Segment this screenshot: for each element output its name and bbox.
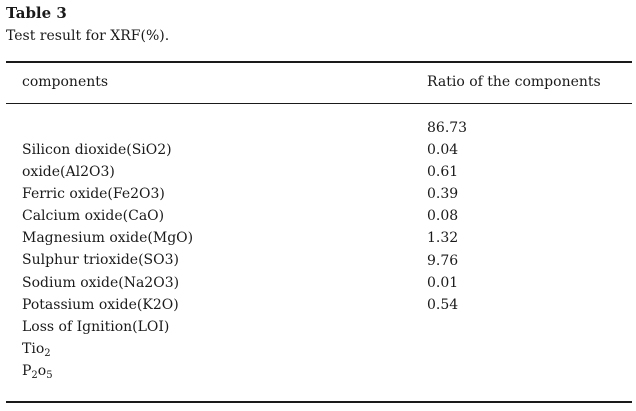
formula-base: P [22,362,32,379]
ratio-value: 0.54 [427,296,459,313]
formula-subscript: 2 [44,347,51,359]
component-name: Silicon dioxide(SiO2) [22,142,172,158]
table-top-rule [6,61,632,63]
component-name: Magnesium oxide(MgO) [22,230,194,247]
component-name-p2o5: P2o5 [22,360,193,382]
component-name: Loss of Ignition(LOI) [22,318,170,335]
component-name: Ferric oxide(Fe2O3) [22,186,165,203]
component-name: Sulphur trioxide(SO3) [22,252,179,269]
component-name-tio2: Tio2 [22,338,193,360]
formula-subscript: 2 [31,369,38,381]
component-name: Sodium oxide(Na2O3) [22,274,180,291]
ratio-value: 0.08 [427,208,459,225]
component-name: Potassium oxide(K2O) [22,296,179,313]
ratio-value: 0.04 [427,142,459,159]
formula-tail: o [37,362,47,379]
ratio-value: 1.32 [427,230,459,247]
component-name: Calcium oxide(CaO) [22,208,165,225]
ratio-value: 86.73 [427,120,468,136]
header-components: components [22,74,109,90]
table-bottom-rule [6,401,632,403]
table-caption: Test result for XRF(%). [6,28,170,44]
ratio-value: 0.61 [427,164,459,181]
formula-base: Tio [22,340,45,357]
formula-subscript: 5 [46,369,53,381]
component-name: oxide(Al2O3) [22,164,115,181]
table-label: Table 3 [6,4,67,22]
header-ratio: Ratio of the components [427,74,601,90]
components-column: Silicon dioxide(SiO2) oxide(Al2O3) Ferri… [22,139,193,382]
ratio-value: 0.01 [427,274,459,291]
ratio-column: 86.73 0.04 0.61 0.39 0.08 1.32 9.76 0.01… [427,117,467,316]
table-header-rule [6,103,632,104]
ratio-value: 0.39 [427,186,459,203]
ratio-value: 9.76 [427,252,459,269]
